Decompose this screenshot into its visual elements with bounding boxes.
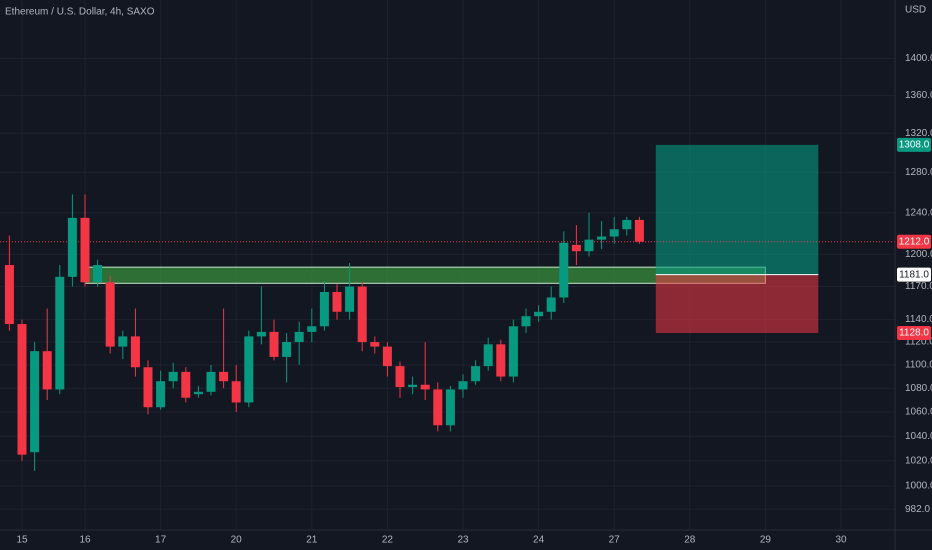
x-tick-label: 20 xyxy=(231,535,243,546)
candle-body xyxy=(609,229,619,237)
y-tick-label: 1040.0 xyxy=(905,431,932,442)
candle-body xyxy=(634,219,644,242)
y-tick-label: 1060.0 xyxy=(905,407,932,418)
candle-body xyxy=(67,217,77,277)
candle-body xyxy=(496,344,506,377)
x-tick-label: 24 xyxy=(533,535,545,546)
candle-body xyxy=(105,282,115,347)
candle-body xyxy=(4,265,14,325)
candle-body xyxy=(345,286,355,312)
drawings xyxy=(0,144,895,334)
candle-body xyxy=(282,342,292,357)
candle-body xyxy=(118,336,128,347)
candle-body xyxy=(370,342,380,347)
x-tick-label: 22 xyxy=(382,535,394,546)
candle-body xyxy=(458,381,468,390)
y-tick-label: 1100.0 xyxy=(905,360,932,371)
x-tick-label: 21 xyxy=(306,535,318,546)
y-tick-label: 1200.0 xyxy=(905,249,932,260)
candle-body xyxy=(597,236,607,240)
candle-body xyxy=(483,344,493,367)
y-tick-label: 1320.0 xyxy=(905,128,932,139)
y-tick-label: 1360.0 xyxy=(905,90,932,101)
y-tick-label: 1400.0 xyxy=(905,53,932,64)
candle-body xyxy=(80,217,90,283)
candle-body xyxy=(357,286,367,343)
candle-body xyxy=(546,297,556,312)
candle-body xyxy=(55,276,65,390)
candle-body xyxy=(395,366,405,388)
candle-body xyxy=(193,391,203,395)
x-tick-label: 15 xyxy=(16,535,28,546)
price-label: 1308.0 xyxy=(899,140,930,151)
candle-body xyxy=(30,351,40,453)
candle-body xyxy=(294,331,304,343)
stop-area xyxy=(655,274,819,334)
target-area xyxy=(655,144,819,275)
x-tick-label: 29 xyxy=(760,535,772,546)
price-label-box xyxy=(897,137,931,152)
candle-body xyxy=(471,366,481,382)
price-label-box xyxy=(897,234,931,249)
candle-body xyxy=(319,292,329,327)
candle-body xyxy=(130,336,140,368)
price-label: 1181.0 xyxy=(899,269,929,280)
candle-body xyxy=(521,316,531,327)
candle-body xyxy=(93,265,103,283)
candle-body xyxy=(206,371,216,392)
currency-label: USD xyxy=(905,5,926,16)
candle-body xyxy=(219,371,229,382)
candle-body xyxy=(584,239,594,252)
candle-body xyxy=(445,389,455,426)
candle-body xyxy=(269,331,279,357)
price-label-box xyxy=(897,267,931,282)
candle-body xyxy=(382,346,392,367)
candle-body xyxy=(408,384,418,388)
y-tick-label: 1280.0 xyxy=(905,167,932,178)
candle-body xyxy=(156,381,166,408)
chart-title: Ethereum / U.S. Dollar, 4h, SAXO xyxy=(5,7,155,18)
candle-body xyxy=(332,292,342,312)
candles xyxy=(4,194,644,471)
x-tick-label: 30 xyxy=(835,535,847,546)
y-tick-label: 1020.0 xyxy=(905,456,932,467)
x-tick-label: 17 xyxy=(155,535,167,546)
y-tick-label: 1240.0 xyxy=(905,207,932,218)
candle-body xyxy=(420,384,430,390)
x-tick-label: 23 xyxy=(457,535,469,546)
x-tick-label: 27 xyxy=(609,535,621,546)
candle-body xyxy=(571,244,581,252)
x-tick-label: 28 xyxy=(684,535,696,546)
price-label: 1212.0 xyxy=(899,236,930,247)
candle-body xyxy=(534,311,544,317)
candle-body xyxy=(168,371,178,382)
candle-body xyxy=(307,326,317,332)
price-label: 1128.0 xyxy=(899,328,929,339)
y-tick-label: 1000.0 xyxy=(905,481,932,492)
candle-body xyxy=(433,389,443,426)
candle-body xyxy=(42,351,52,390)
candle-body xyxy=(181,371,191,398)
y-tick-label: 1170.0 xyxy=(905,281,932,292)
y-tick-label: 982.0 xyxy=(905,504,930,515)
x-tick-label: 16 xyxy=(79,535,91,546)
y-tick-label: 1140.0 xyxy=(905,314,932,325)
candle-body xyxy=(256,331,266,337)
candle-body xyxy=(244,336,254,403)
candle-body xyxy=(143,367,153,408)
y-tick-label: 1120.0 xyxy=(905,337,932,348)
price-label-box xyxy=(897,326,931,341)
y-tick-label: 1080.0 xyxy=(905,383,932,394)
candle-body xyxy=(559,242,569,298)
candle-body xyxy=(17,324,27,455)
candle-body xyxy=(231,381,241,403)
candle-body xyxy=(508,326,518,377)
candle-body xyxy=(622,219,632,230)
axis-labels: 982.0 1000.0 1020.0 1040.0 1060.0 1080.0 1100.… xyxy=(16,53,932,545)
